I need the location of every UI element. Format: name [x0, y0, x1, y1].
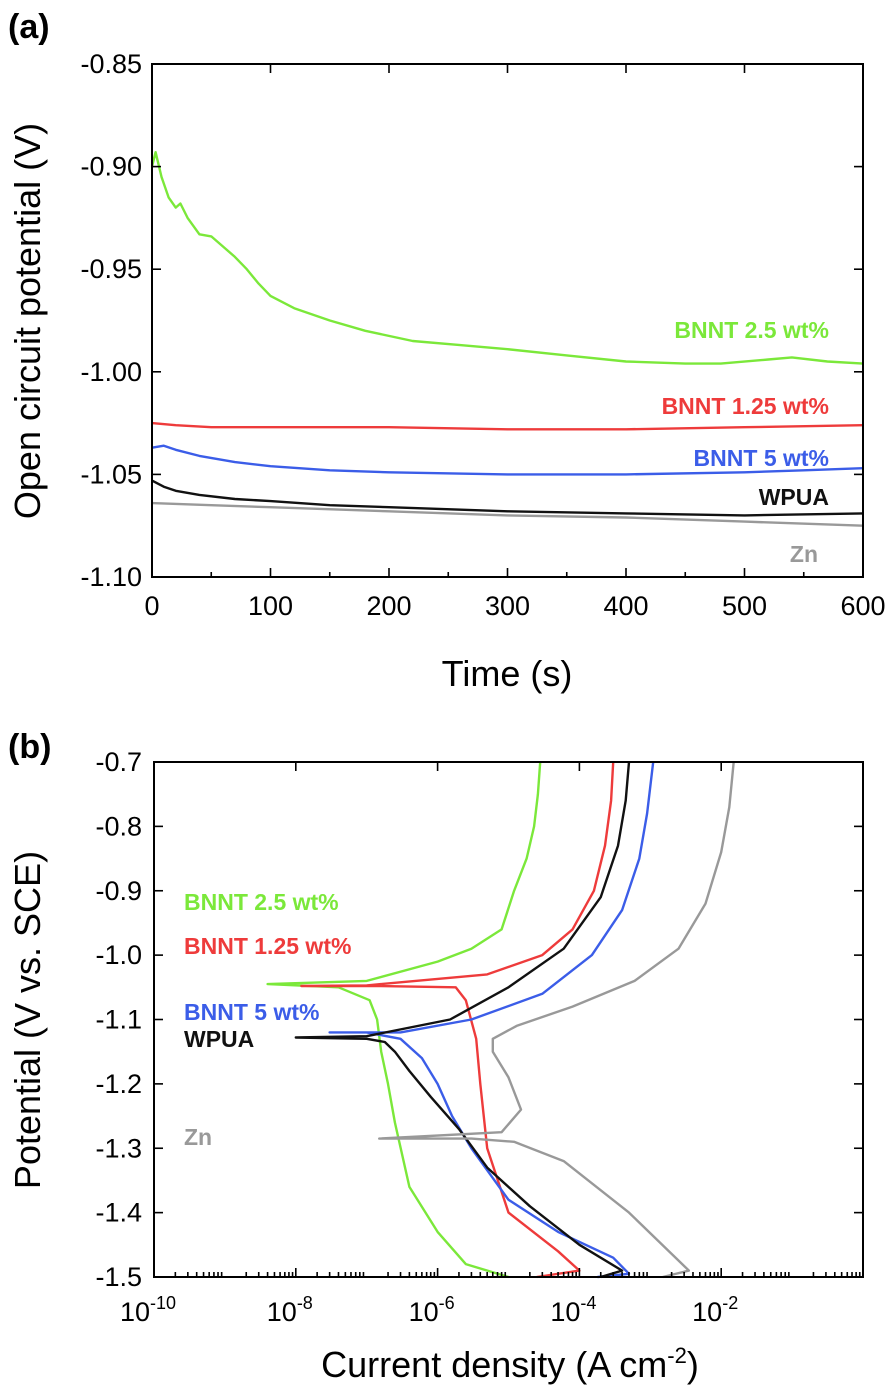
panel-b-label: (b)	[8, 728, 51, 766]
panel-a-chart: (a) 0 100 200 300 400 500 600 -0.85 -0.90 -0.95 -1…	[7, 8, 886, 694]
panel-b-y-tick-label: -1.4	[95, 1198, 142, 1228]
panel-b-y-tick-label: -1.5	[95, 1262, 142, 1292]
panel-a-y-tick-label: -1.10	[80, 562, 142, 592]
panel-a-y-tick-label: -1.05	[80, 459, 142, 489]
panel-a-ticks: 0 100 200 300 400 500 600 -0.85 -0.90 -0.95 -1.00 -…	[80, 49, 885, 621]
panel-b-label-bnnt-1-25: BNNT 1.25 wt%	[184, 933, 351, 959]
panel-a-label-bnnt-5: BNNT 5 wt%	[694, 445, 829, 471]
panel-a-label-wpua: WPUA	[759, 484, 829, 510]
panel-a-series-bnnt-2-5-wt	[150, 151, 864, 365]
panel-a-label-bnnt-2-5: BNNT 2.5 wt%	[674, 317, 829, 343]
panel-b-y-tick-label: -0.9	[95, 876, 142, 906]
panel-a-series-wpua	[151, 479, 864, 517]
panel-b-y-tick-label: -0.8	[95, 811, 142, 841]
panel-a-x-tick-label: 600	[840, 591, 885, 621]
panel-a-series-zn	[151, 501, 864, 527]
panel-b-y-tick-label: -1.2	[95, 1069, 142, 1099]
panel-b-y-tick-label: -0.7	[95, 747, 142, 777]
panel-a-y-axis-label: Open circuit potential (V)	[7, 123, 48, 519]
panel-a-series	[150, 151, 864, 527]
panel-b-series-zn	[378, 761, 735, 1279]
panel-b-x-tick-label: 10-2	[692, 1293, 738, 1327]
panel-a-x-tick-label: 200	[366, 591, 411, 621]
panel-a-y-tick-label: -0.95	[80, 254, 142, 284]
panel-b-y-tick-label: -1.1	[95, 1005, 142, 1035]
panel-b-x-tick-label: 10-8	[267, 1293, 313, 1327]
panel-b-x-axis-label: Current density (A cm-2)	[321, 1343, 699, 1385]
panel-a-y-tick-label: -0.85	[80, 49, 142, 79]
panel-a-label-bnnt-1-25: BNNT 1.25 wt%	[662, 393, 829, 419]
panel-b-label-zn: Zn	[184, 1124, 212, 1150]
panel-b-y-tick-label: -1.0	[95, 940, 142, 970]
panel-b-series	[266, 761, 735, 1279]
panel-b-x-tick-label: 10-6	[409, 1293, 455, 1327]
panel-a-x-tick-label: 500	[722, 591, 767, 621]
panel-a-series-bnnt-1-25-wt	[151, 421, 864, 431]
panel-b-series-wpua	[294, 761, 631, 1279]
panel-a-y-tick-label: -1.00	[80, 357, 142, 387]
panel-a-x-axis-label: Time (s)	[442, 653, 573, 694]
panel-a-x-tick-label: 400	[603, 591, 648, 621]
panel-b-y-axis-label: Potential (V vs. SCE)	[7, 851, 48, 1189]
panel-b-label-wpua: WPUA	[184, 1026, 254, 1052]
panel-a-x-tick-label: 300	[485, 591, 530, 621]
panel-b-x-tick-label: 10-10	[120, 1293, 176, 1327]
panel-b-label-bnnt-5: BNNT 5 wt%	[184, 999, 319, 1025]
panel-b-label-bnnt-2-5: BNNT 2.5 wt%	[184, 889, 339, 915]
panel-a-x-tick-label: 100	[248, 591, 293, 621]
panel-b-y-tick-label: -1.3	[95, 1133, 142, 1163]
panel-b-series-bnnt-5-wt	[328, 761, 655, 1279]
panel-a-label: (a)	[8, 8, 50, 46]
panel-b-chart: (b) 10-10 10-8 10-6 10-4 10-2 -0.7 -0.8 -0.9 -1.…	[7, 728, 864, 1385]
panel-a-series-bnnt-5-wt	[151, 444, 864, 476]
panel-b-series-bnnt-1-25-wt	[300, 761, 615, 1279]
panel-b-ticks: 10-10 10-8 10-6 10-4 10-2 -0.7 -0.8 -0.9 -1.0 -1.…	[95, 747, 863, 1327]
panel-a-y-tick-label: -0.90	[80, 152, 142, 182]
panel-a-label-zn: Zn	[790, 541, 818, 567]
panel-a-x-tick-label: 0	[144, 591, 159, 621]
panel-b-x-tick-label: 10-4	[550, 1293, 596, 1327]
